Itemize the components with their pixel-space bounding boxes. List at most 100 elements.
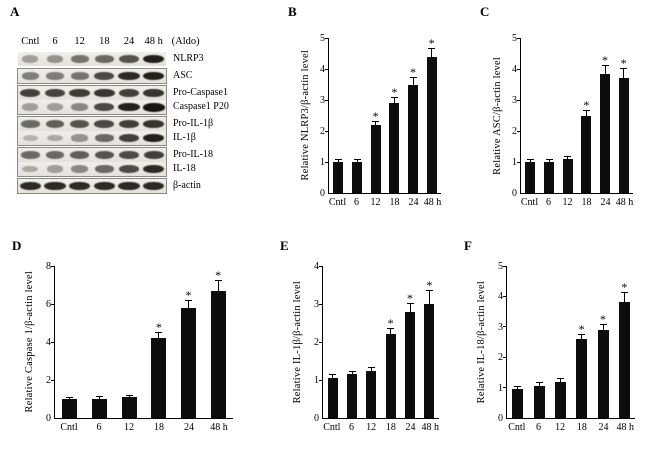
y-tick-label: 1 <box>498 382 503 394</box>
blot-row-label: IL-1β <box>173 132 196 143</box>
protein-band <box>22 165 39 173</box>
error-bar-cap <box>564 156 572 158</box>
error-bar-cap <box>545 159 553 161</box>
error-bar <box>529 160 531 162</box>
protein-band <box>20 88 41 98</box>
y-tick-label: 0 <box>498 413 503 424</box>
protein-band <box>45 120 65 128</box>
significance-asterisk: * <box>428 35 435 50</box>
blot-row-label: Caspase1 P20 <box>173 101 229 112</box>
protein-band <box>46 55 64 63</box>
protein-band <box>142 102 165 112</box>
lane-label: 18 <box>99 36 110 48</box>
error-bar <box>604 65 606 74</box>
error-bar <box>567 157 569 159</box>
y-tick <box>517 68 521 70</box>
data-bar <box>181 307 196 418</box>
data-bar <box>408 84 418 193</box>
x-tick-label: 48 h <box>616 422 634 433</box>
protein-band <box>143 119 164 129</box>
y-tick-label: 2 <box>320 126 325 137</box>
error-bar-cap <box>125 394 133 396</box>
panel-a: A Cntl 6 12 18 24 48 h (Aldo) NLRP3 ASC Pro-Cas… <box>8 4 260 234</box>
error-bar-cap <box>406 303 414 304</box>
error-bar <box>623 293 625 303</box>
x-tick-label: 48 h <box>615 197 634 208</box>
x-tick-label: 18 <box>385 422 396 433</box>
protein-band <box>45 151 65 159</box>
error-bar <box>390 328 392 335</box>
protein-band <box>94 119 115 129</box>
protein-band <box>94 88 115 98</box>
significance-asterisk: * <box>391 85 398 100</box>
data-bar <box>385 334 396 418</box>
data-bar <box>525 162 536 193</box>
panel-c: C Relative ASC/β-actin level 0 1 2 3 4 5 * * * C… <box>478 4 650 236</box>
x-tick-label: 12 <box>124 422 134 433</box>
y-tick-label: 6 <box>46 299 51 310</box>
blot-strip <box>18 69 166 83</box>
blot-strip-column <box>17 85 167 115</box>
error-bar <box>217 281 219 291</box>
error-bar-cap <box>599 324 607 326</box>
error-bar-cap <box>620 292 628 294</box>
protein-band <box>46 103 64 111</box>
y-tick-label: 0 <box>512 188 517 199</box>
y-tick <box>51 379 55 381</box>
protein-band <box>143 150 164 160</box>
error-bar-cap <box>334 159 342 161</box>
x-tick-label: 6 <box>536 422 541 433</box>
error-bar-cap <box>535 382 543 384</box>
error-bar <box>370 367 372 371</box>
y-axis-title: Relative ASC/β-actin level <box>492 38 503 193</box>
error-bar <box>409 304 411 312</box>
y-tick <box>503 387 507 389</box>
blot-rows: NLRP3 ASC Pro-Caspase1 Caspase1 P20 Pro-IL-1… <box>17 52 229 196</box>
y-tick-label: 3 <box>512 95 517 106</box>
protein-band <box>22 103 39 111</box>
data-bar <box>347 374 357 418</box>
protein-band <box>143 181 165 191</box>
blot-row-label: β-actin <box>173 180 201 191</box>
blot-strip-column <box>17 68 167 84</box>
blot-group: Pro-IL-18 IL-18 <box>17 147 229 177</box>
data-bar <box>554 381 566 418</box>
y-tick-label: 5 <box>512 33 517 44</box>
data-bar <box>581 115 592 193</box>
significance-asterisk: * <box>215 268 222 283</box>
error-bar-cap <box>409 77 417 79</box>
blot-label-column: Pro-IL-1β IL-1β <box>173 117 213 145</box>
y-axis-title: Relative IL-18/β-actin level <box>476 266 487 418</box>
data-bar <box>333 162 344 193</box>
protein-band <box>44 181 66 191</box>
blot-label-column: Pro-Caspase1 Caspase1 P20 <box>173 86 229 114</box>
panel-a-label: A <box>10 4 20 19</box>
x-tick-label: 12 <box>366 422 377 433</box>
x-tick-label: 18 <box>389 197 400 208</box>
data-bar <box>405 311 415 418</box>
lane-label: Cntl <box>21 36 40 48</box>
x-tick-label: 24 <box>405 422 416 433</box>
x-tick-label: 48 h <box>423 197 442 208</box>
error-bar <box>559 379 561 382</box>
protein-band <box>70 119 90 129</box>
y-tick <box>319 379 323 381</box>
error-bar <box>585 110 587 116</box>
data-bar <box>352 162 362 193</box>
y-tick <box>51 265 55 267</box>
y-tick-label: 1 <box>512 157 517 168</box>
y-tick <box>319 303 323 305</box>
x-tick-label: Cntl <box>323 422 341 433</box>
x-tick-label: 18 <box>581 197 592 208</box>
blot-strip <box>18 117 166 131</box>
significance-asterisk: * <box>578 322 585 337</box>
blot-strip-column <box>18 52 166 66</box>
y-tick-label: 4 <box>498 291 503 303</box>
x-tick-label: Cntl <box>508 422 526 433</box>
blot-strip <box>18 100 166 114</box>
blot-strip-column <box>17 147 167 177</box>
error-bar <box>623 69 625 79</box>
protein-band <box>71 103 89 111</box>
plot-area: 0 1 2 3 4 5 * * * * <box>320 33 441 199</box>
protein-band <box>69 88 90 98</box>
